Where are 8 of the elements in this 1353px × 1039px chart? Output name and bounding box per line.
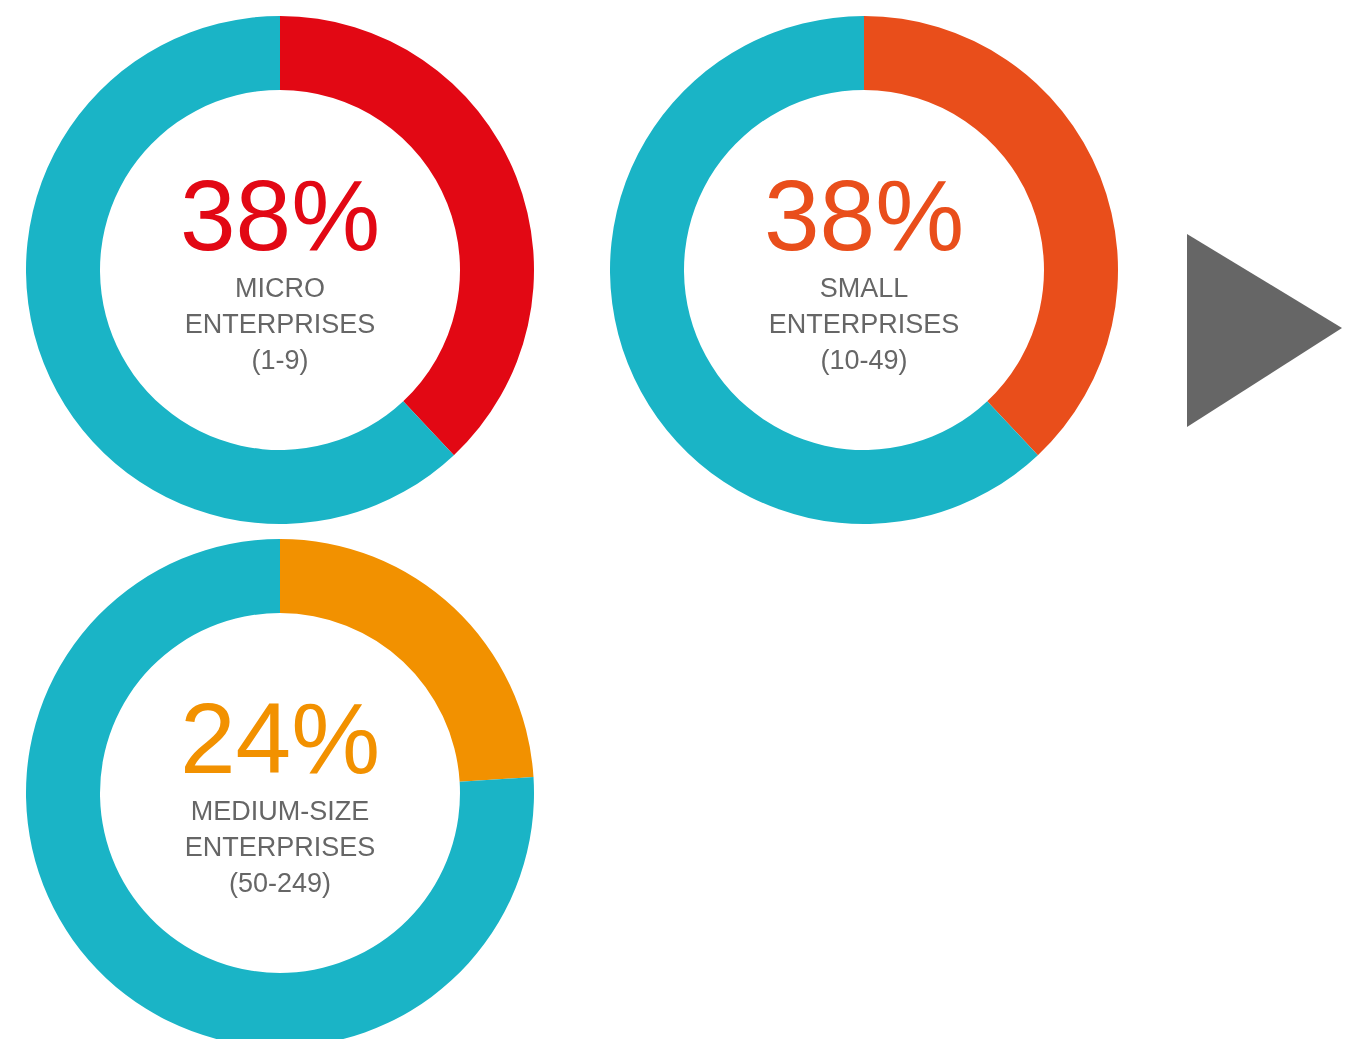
data-label: 24% (178, 682, 382, 794)
slice-label: MICRO ENTERPRISES (1-9) (183, 272, 377, 377)
data-label: 38% (178, 159, 382, 271)
slice-label: SMALL ENTERPRISES (10-49) (767, 272, 961, 377)
slice-label: MEDIUM-SIZE ENTERPRISES (50-249) (183, 795, 377, 900)
donut-slice (610, 16, 1038, 524)
donut-slice (26, 16, 454, 524)
data-label: 38% (762, 159, 966, 271)
